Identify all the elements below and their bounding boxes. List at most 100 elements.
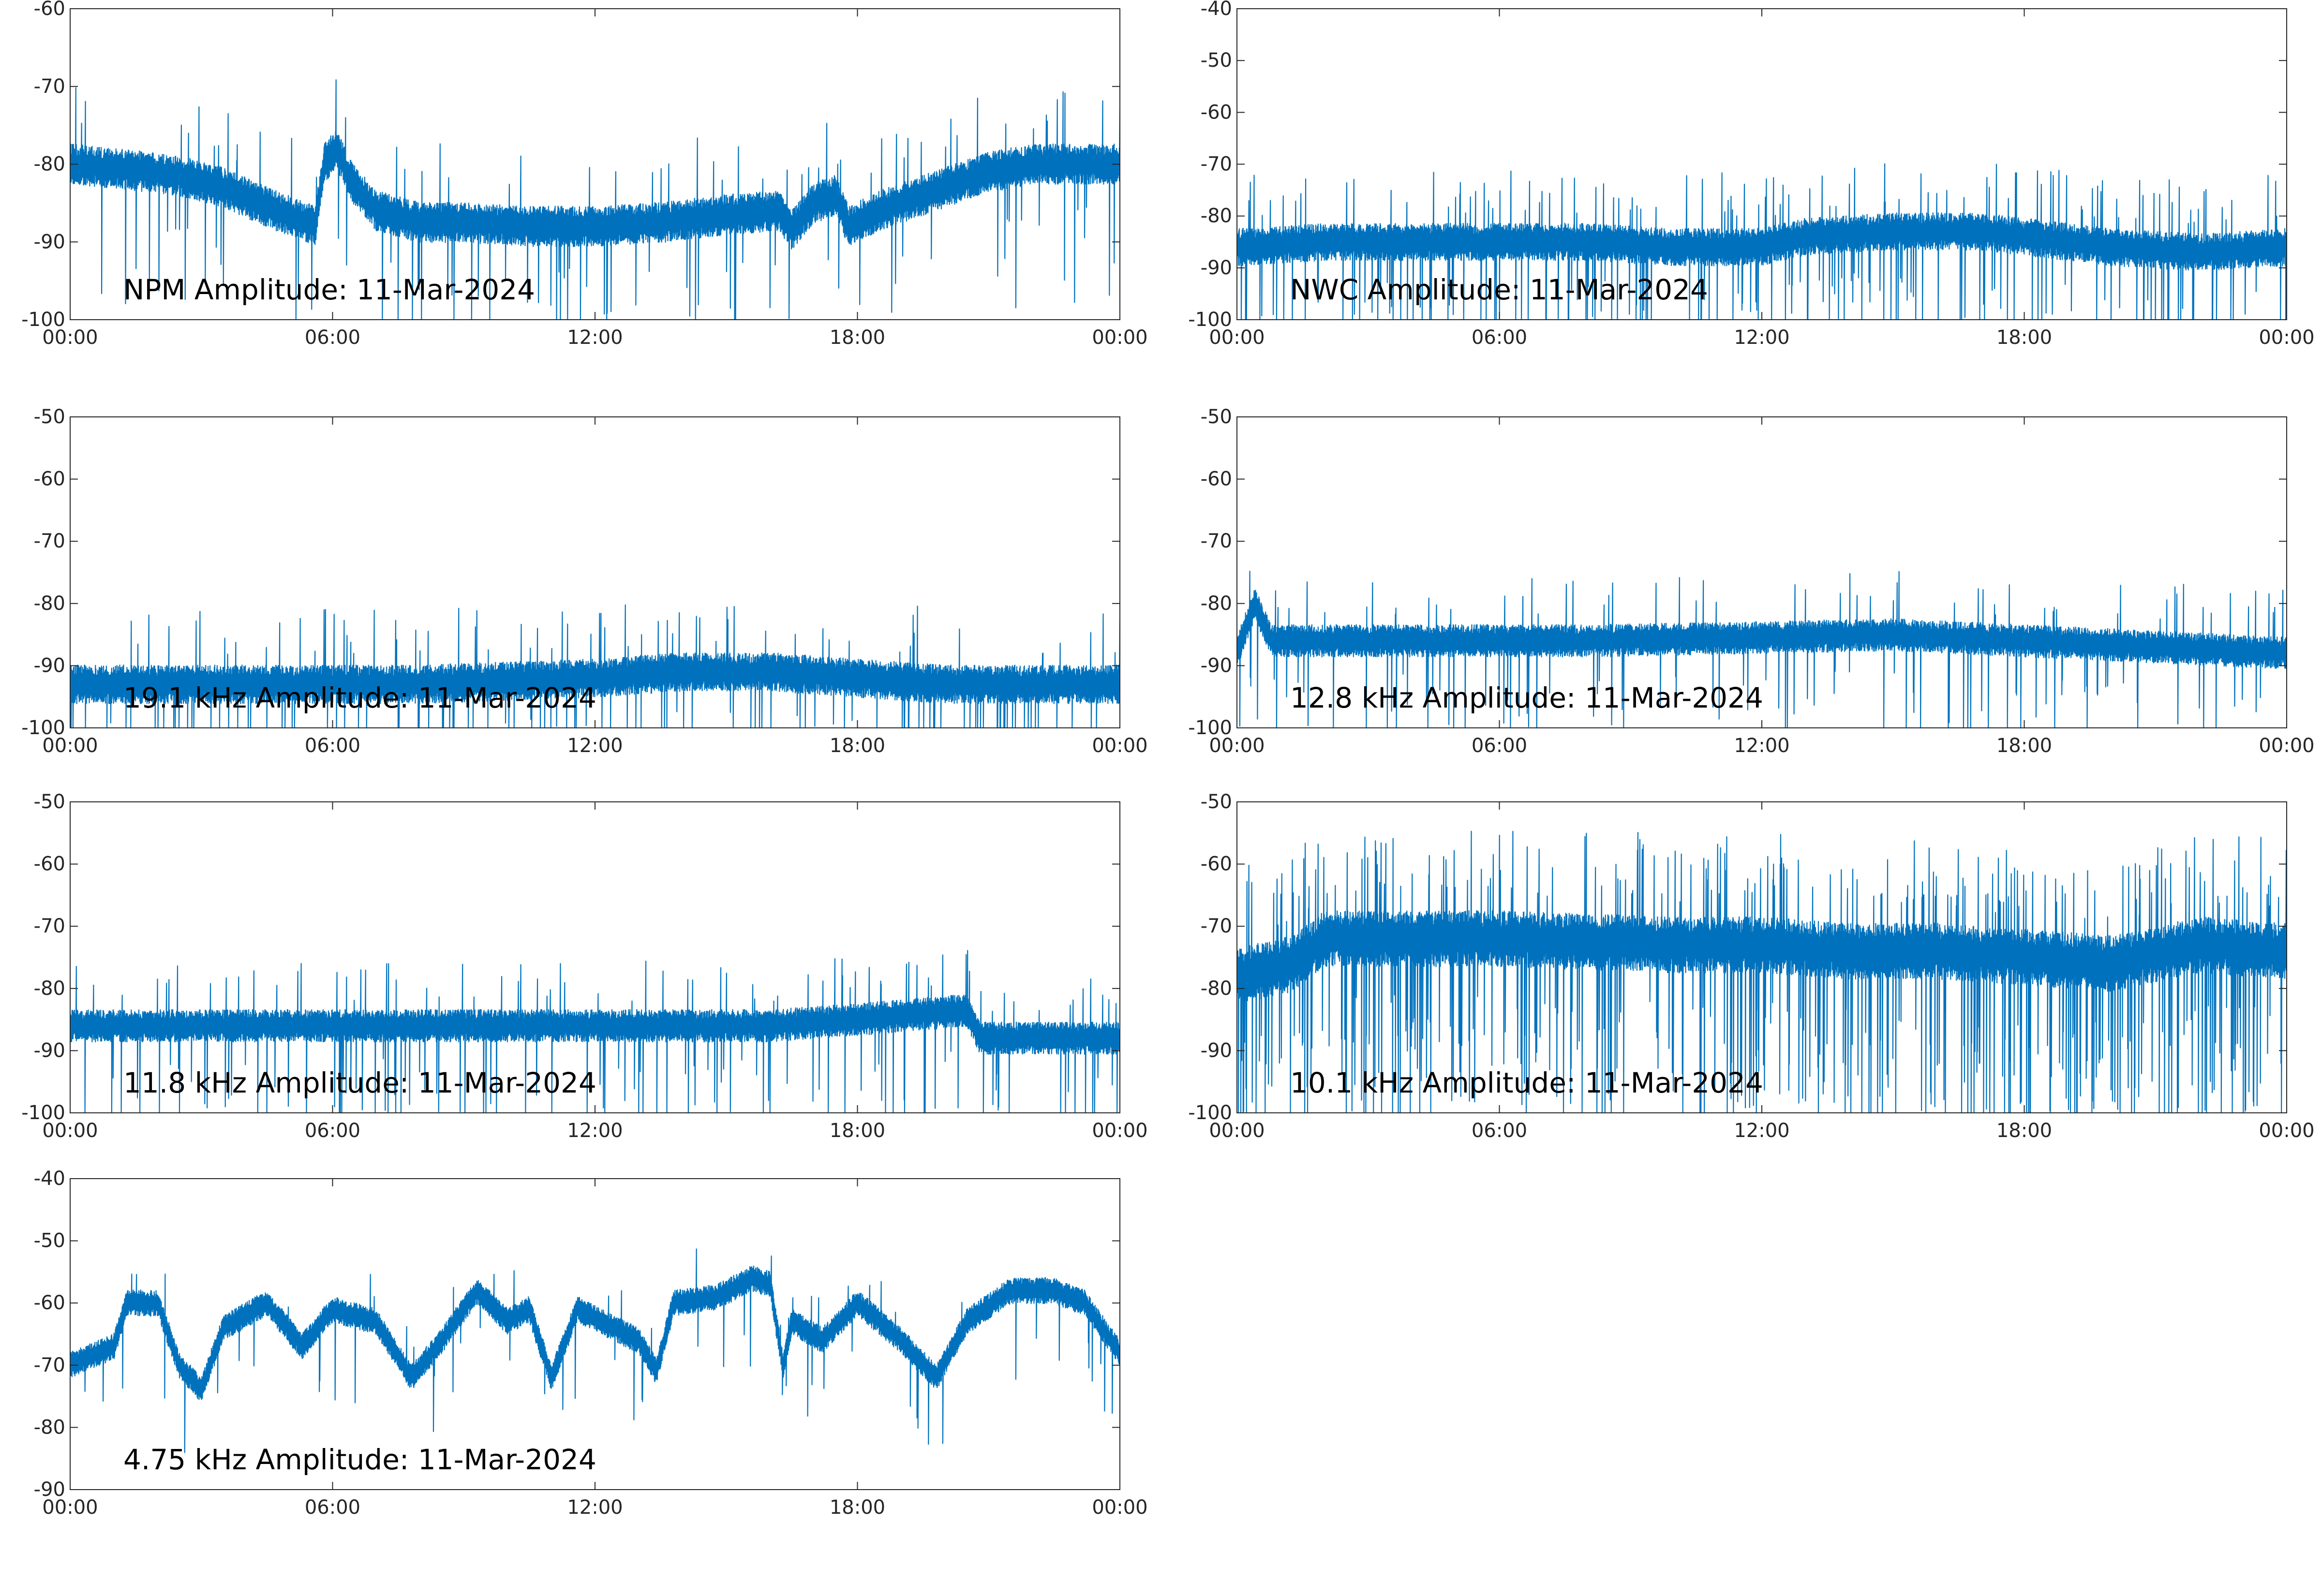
x-tick-label: 06:00: [1472, 326, 1527, 349]
y-tick-label: -80: [34, 592, 65, 615]
panel-title: 19.1 kHz Amplitude: 11-Mar-2024: [123, 681, 596, 714]
y-tick-label: -90: [34, 654, 65, 677]
x-tick-label: 00:00: [2259, 735, 2314, 757]
x-tick-label: 06:00: [305, 326, 360, 349]
x-tick-label: 12:00: [567, 1496, 623, 1519]
axis-ticks: -100 -90 -80 -70 -60 -50 00:00 06:00 12:00 18:00 0…: [1188, 791, 2314, 1142]
panel-4-75-khz: -90 -80 -70 -60 -50 -40 00:00 06:00 12:00 18:00 00…: [34, 1167, 1148, 1519]
amplitude-trace: [70, 950, 1120, 1113]
x-tick-label: 00:00: [2259, 1120, 2314, 1142]
x-tick-label: 18:00: [1996, 735, 2052, 757]
x-tick-label: 00:00: [42, 326, 98, 349]
x-tick-label: 06:00: [305, 735, 360, 757]
y-tick-label: -70: [1201, 530, 1232, 552]
y-tick-label: -60: [34, 0, 65, 20]
y-tick-label: -70: [1201, 153, 1232, 176]
y-tick-label: -100: [21, 717, 65, 739]
x-tick-label: 00:00: [2259, 326, 2314, 349]
panel-title: 11.8 kHz Amplitude: 11-Mar-2024: [123, 1066, 596, 1099]
x-tick-label: 12:00: [1734, 326, 1789, 349]
y-tick-label: -50: [1201, 406, 1232, 428]
y-tick-label: -50: [34, 791, 65, 813]
axis-ticks: -90 -80 -70 -60 -50 -40 00:00 06:00 12:00 18:00 00…: [34, 1167, 1148, 1519]
panel-19-1-khz: -100 -90 -80 -70 -60 -50 00:00 06:00 12:00 18:00 0…: [21, 406, 1147, 757]
y-tick-label: -90: [34, 1039, 65, 1062]
x-tick-label: 12:00: [1734, 1120, 1789, 1142]
y-tick-label: -60: [34, 1292, 65, 1314]
amplitude-trace: [1237, 163, 2287, 320]
amplitude-trace: [1237, 571, 2287, 728]
axis-ticks: -100 -90 -80 -70 -60 -50 -40 00:00 06:00 12:00 18:…: [1188, 0, 2314, 349]
panel-12-8-khz: -100 -90 -80 -70 -60 -50 00:00 06:00 12:00 18:00 0…: [1188, 406, 2314, 757]
y-tick-label: -40: [34, 1167, 65, 1190]
y-tick-label: -90: [1201, 654, 1232, 677]
amplitude-trace: [1237, 830, 2287, 1113]
y-tick-label: -50: [1201, 791, 1232, 813]
y-tick-label: -100: [1188, 717, 1232, 739]
axis-ticks: -100 -90 -80 -70 -60 00:00 06:00 12:00 18:00 00:0…: [21, 0, 1147, 349]
y-tick-label: -50: [34, 406, 65, 428]
y-tick-label: -70: [1201, 915, 1232, 937]
x-tick-label: 18:00: [830, 1120, 885, 1142]
x-tick-label: 18:00: [830, 735, 885, 757]
x-tick-label: 00:00: [1092, 1496, 1147, 1519]
x-tick-label: 06:00: [1472, 735, 1527, 757]
x-tick-label: 00:00: [1092, 326, 1147, 349]
y-tick-label: -100: [1188, 309, 1232, 331]
y-tick-label: -60: [1201, 468, 1232, 490]
panel-title: 4.75 kHz Amplitude: 11-Mar-2024: [123, 1443, 596, 1476]
amplitude-trace: [70, 79, 1120, 320]
y-tick-label: -100: [21, 1102, 65, 1124]
x-tick-label: 12:00: [1734, 735, 1789, 757]
y-tick-label: -60: [1201, 853, 1232, 875]
y-tick-label: -100: [21, 309, 65, 331]
panel-title: 12.8 kHz Amplitude: 11-Mar-2024: [1290, 681, 1763, 714]
x-tick-label: 00:00: [1209, 326, 1265, 349]
y-tick-label: -80: [34, 1416, 65, 1438]
y-tick-label: -60: [34, 468, 65, 490]
y-tick-label: -80: [34, 153, 65, 176]
y-tick-label: -80: [1201, 977, 1232, 1000]
y-tick-label: -80: [34, 977, 65, 1000]
axis-ticks: -100 -90 -80 -70 -60 -50 00:00 06:00 12:00 18:00 0…: [1188, 406, 2314, 757]
panel-title: 10.1 kHz Amplitude: 11-Mar-2024: [1290, 1066, 1763, 1099]
y-tick-label: -70: [34, 530, 65, 552]
y-tick-label: -50: [34, 1230, 65, 1252]
x-tick-label: 06:00: [305, 1496, 360, 1519]
x-tick-label: 00:00: [42, 735, 98, 757]
x-tick-label: 12:00: [567, 326, 623, 349]
y-tick-label: -90: [34, 1478, 65, 1501]
panel-nwc: -100 -90 -80 -70 -60 -50 -40 00:00 06:00 12:00 18:…: [1188, 0, 2314, 349]
panel-title: NWC Amplitude: 11-Mar-2024: [1290, 273, 1708, 306]
y-tick-label: -100: [1188, 1102, 1232, 1124]
panel-title: NPM Amplitude: 11-Mar-2024: [123, 273, 535, 306]
x-tick-label: 12:00: [567, 735, 623, 757]
x-tick-label: 00:00: [42, 1120, 98, 1142]
x-tick-label: 18:00: [830, 326, 885, 349]
x-tick-label: 00:00: [42, 1496, 98, 1519]
y-tick-label: -90: [34, 231, 65, 253]
x-tick-label: 18:00: [1996, 326, 2052, 349]
x-tick-label: 00:00: [1209, 1120, 1265, 1142]
amplitude-trace: [70, 604, 1120, 728]
axis-ticks: -100 -90 -80 -70 -60 -50 00:00 06:00 12:00 18:00 0…: [21, 406, 1147, 757]
y-tick-label: -60: [1201, 101, 1232, 123]
y-tick-label: -70: [34, 1354, 65, 1376]
y-tick-label: -90: [1201, 1039, 1232, 1062]
y-tick-label: -80: [1201, 205, 1232, 227]
x-tick-label: 12:00: [567, 1120, 623, 1142]
panel-npm: -100 -90 -80 -70 -60 00:00 06:00 12:00 18:00 00:0…: [21, 0, 1147, 349]
x-tick-label: 18:00: [1996, 1120, 2052, 1142]
y-tick-label: -90: [1201, 257, 1232, 279]
y-tick-label: -60: [34, 853, 65, 875]
axis-ticks: -100 -90 -80 -70 -60 -50 00:00 06:00 12:00 18:00 0…: [21, 791, 1147, 1142]
x-tick-label: 00:00: [1092, 735, 1147, 757]
panel-11-8-khz: -100 -90 -80 -70 -60 -50 00:00 06:00 12:00 18:00 0…: [21, 791, 1147, 1142]
x-tick-label: 06:00: [1472, 1120, 1527, 1142]
x-tick-label: 18:00: [830, 1496, 885, 1519]
x-tick-label: 00:00: [1209, 735, 1265, 757]
x-tick-label: 00:00: [1092, 1120, 1147, 1142]
y-tick-label: -40: [1201, 0, 1232, 20]
y-tick-label: -80: [1201, 592, 1232, 615]
